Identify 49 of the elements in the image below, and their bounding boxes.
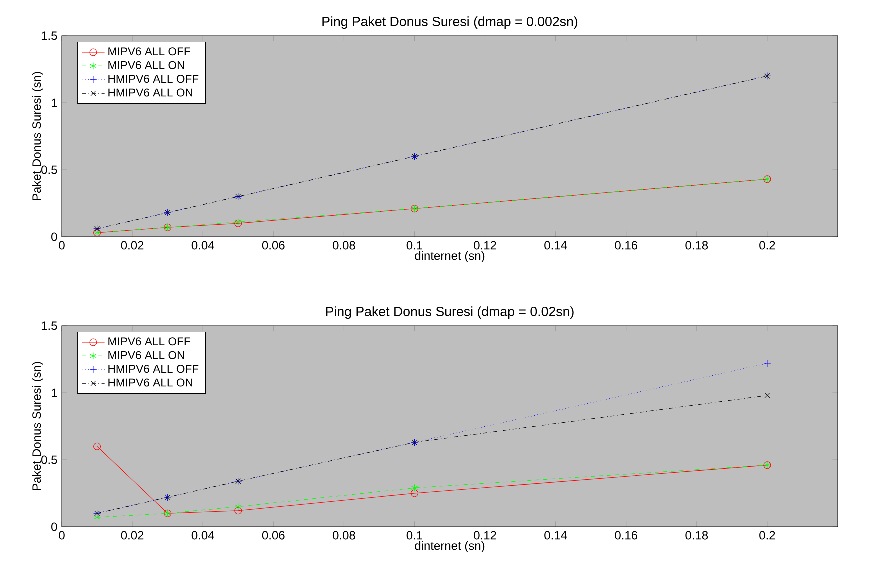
x-tick-label: 0 xyxy=(59,241,65,250)
x-tick-label: 0.02 xyxy=(121,241,144,250)
x-tick-label: 0.16 xyxy=(615,241,638,250)
point xyxy=(411,490,418,498)
y-tick-label: 1 xyxy=(52,98,58,108)
x-tick-label: 0.06 xyxy=(262,531,285,540)
y-tick-label: 0.5 xyxy=(42,166,58,174)
legend-label: HMIPV6 ALL ON xyxy=(108,88,192,97)
legend-label: HMIPV6 ALL OFF xyxy=(108,75,199,84)
x-tick-label: 0.18 xyxy=(686,241,708,250)
point xyxy=(94,442,102,450)
x-axis-title: dinternet (sn) xyxy=(415,541,485,553)
legend-label: HMIPV6 ALL ON xyxy=(108,378,192,387)
x-tick-label: 0.02 xyxy=(121,531,144,540)
x-tick-label: 0.08 xyxy=(332,241,356,250)
x-axis-title: dinternet (sn) xyxy=(415,251,485,263)
legend-label: MIPV6 ALL OFF xyxy=(108,48,190,56)
point xyxy=(235,503,242,511)
x-tick-label: 0.06 xyxy=(262,241,285,250)
x-tick-label: 0.12 xyxy=(474,531,496,540)
x-tick-label: 0.08 xyxy=(332,531,356,540)
point xyxy=(411,484,418,492)
x-tick-label: 0.2 xyxy=(760,241,776,250)
legend-label: MIPV6 ALL ON xyxy=(108,351,184,360)
legend-label: MIPV6 ALL OFF xyxy=(108,338,190,346)
x-tick-label: 0.14 xyxy=(544,241,568,250)
y-tick-label: 0 xyxy=(52,522,58,532)
y-tick-label: 1.5 xyxy=(42,322,58,330)
chart-title: Ping Paket Donus Suresi (dmap = 0.002sn) xyxy=(322,16,578,30)
chart-title: Ping Paket Donus Suresi (dmap = 0.02sn) xyxy=(326,306,574,320)
x-tick-label: 0.18 xyxy=(686,531,708,540)
x-tick-label: 0.16 xyxy=(615,531,638,540)
legend-label: MIPV6 ALL ON xyxy=(108,61,184,70)
x-tick-label: 0.14 xyxy=(544,531,568,540)
x-tick-label: 0.12 xyxy=(474,241,496,250)
point xyxy=(234,507,242,515)
y-tick-label: 1 xyxy=(52,388,58,398)
x-tick-label: 0.04 xyxy=(192,241,214,250)
x-tick-label: 0 xyxy=(59,531,65,540)
point xyxy=(764,392,770,398)
y-tick-label: 0.5 xyxy=(42,456,58,464)
legend-label: HMIPV6 ALL OFF xyxy=(108,365,199,374)
x-tick-label: 0.04 xyxy=(192,531,214,540)
y-tick-label: 0 xyxy=(52,232,58,242)
x-tick-label: 0.2 xyxy=(760,531,776,540)
y-tick-label: 1.5 xyxy=(42,32,58,40)
x-tick-label: 0.1 xyxy=(406,531,422,540)
x-tick-label: 0.1 xyxy=(406,241,422,250)
point xyxy=(764,360,772,368)
